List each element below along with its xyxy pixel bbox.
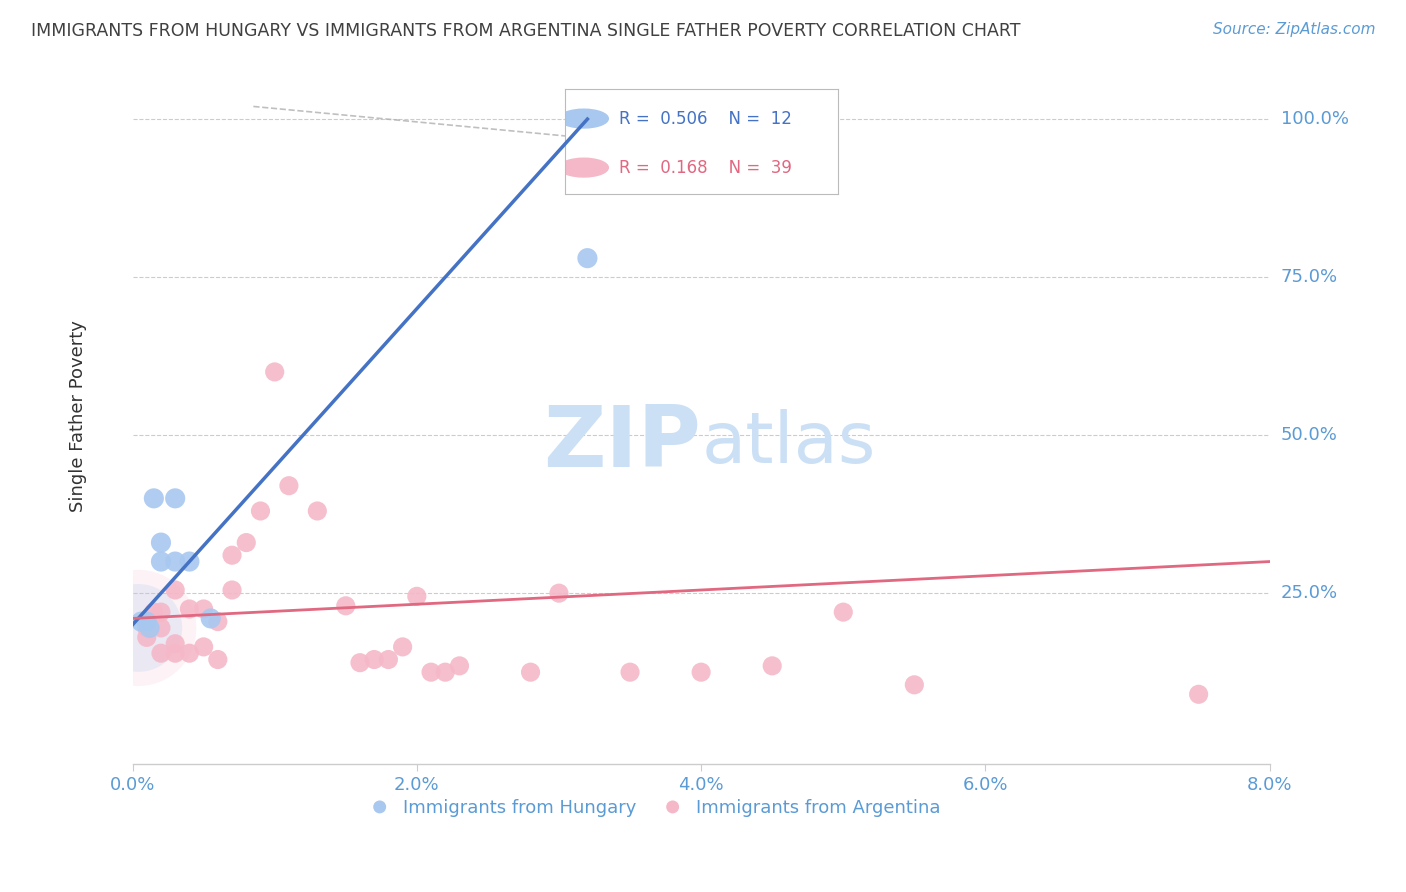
Point bbox=[127, 621, 149, 635]
Point bbox=[149, 621, 172, 635]
Point bbox=[405, 590, 427, 604]
Point bbox=[619, 665, 641, 680]
Point bbox=[761, 658, 783, 673]
Point bbox=[165, 646, 187, 660]
Point bbox=[165, 582, 187, 597]
Point bbox=[138, 621, 160, 635]
Point bbox=[142, 491, 165, 506]
Point bbox=[179, 646, 201, 660]
Text: atlas: atlas bbox=[702, 409, 876, 478]
Text: ZIP: ZIP bbox=[543, 402, 702, 485]
Point bbox=[449, 658, 471, 673]
Point bbox=[1188, 687, 1211, 701]
Point bbox=[548, 586, 571, 600]
Point bbox=[576, 131, 599, 145]
Point bbox=[221, 582, 243, 597]
Point bbox=[149, 555, 172, 569]
Text: 75.0%: 75.0% bbox=[1281, 268, 1339, 286]
Point bbox=[135, 631, 157, 645]
Point bbox=[363, 652, 385, 666]
Point bbox=[149, 605, 172, 619]
Legend: Immigrants from Hungary, Immigrants from Argentina: Immigrants from Hungary, Immigrants from… bbox=[363, 791, 948, 824]
Text: Source: ZipAtlas.com: Source: ZipAtlas.com bbox=[1212, 22, 1375, 37]
Point bbox=[193, 640, 215, 654]
Point bbox=[576, 251, 599, 265]
Point bbox=[149, 646, 172, 660]
Point bbox=[142, 605, 165, 619]
Point bbox=[263, 365, 285, 379]
Point bbox=[377, 652, 399, 666]
Point bbox=[149, 535, 172, 549]
Point bbox=[391, 640, 413, 654]
Point bbox=[129, 615, 152, 629]
Point bbox=[307, 504, 329, 518]
Text: IMMIGRANTS FROM HUNGARY VS IMMIGRANTS FROM ARGENTINA SINGLE FATHER POVERTY CORRE: IMMIGRANTS FROM HUNGARY VS IMMIGRANTS FR… bbox=[31, 22, 1021, 40]
Point bbox=[903, 678, 925, 692]
Point bbox=[165, 637, 187, 651]
Point bbox=[179, 602, 201, 616]
Point bbox=[249, 504, 271, 518]
Point bbox=[193, 602, 215, 616]
Point bbox=[277, 479, 299, 493]
Text: 100.0%: 100.0% bbox=[1281, 110, 1348, 128]
Text: 25.0%: 25.0% bbox=[1281, 584, 1339, 602]
Point bbox=[165, 491, 187, 506]
Point bbox=[165, 555, 187, 569]
Point bbox=[127, 621, 149, 635]
Point bbox=[349, 656, 371, 670]
Point bbox=[832, 605, 855, 619]
Point bbox=[690, 665, 713, 680]
Point bbox=[519, 665, 541, 680]
Point bbox=[200, 611, 222, 625]
Point bbox=[221, 548, 243, 562]
Point bbox=[135, 615, 157, 629]
Text: 50.0%: 50.0% bbox=[1281, 426, 1337, 444]
Point bbox=[207, 652, 229, 666]
Point bbox=[179, 555, 201, 569]
Point bbox=[135, 621, 157, 635]
Point bbox=[420, 665, 443, 680]
Point bbox=[207, 615, 229, 629]
Point bbox=[235, 535, 257, 549]
Text: Single Father Poverty: Single Father Poverty bbox=[69, 320, 87, 512]
Point bbox=[434, 665, 457, 680]
Point bbox=[335, 599, 357, 613]
